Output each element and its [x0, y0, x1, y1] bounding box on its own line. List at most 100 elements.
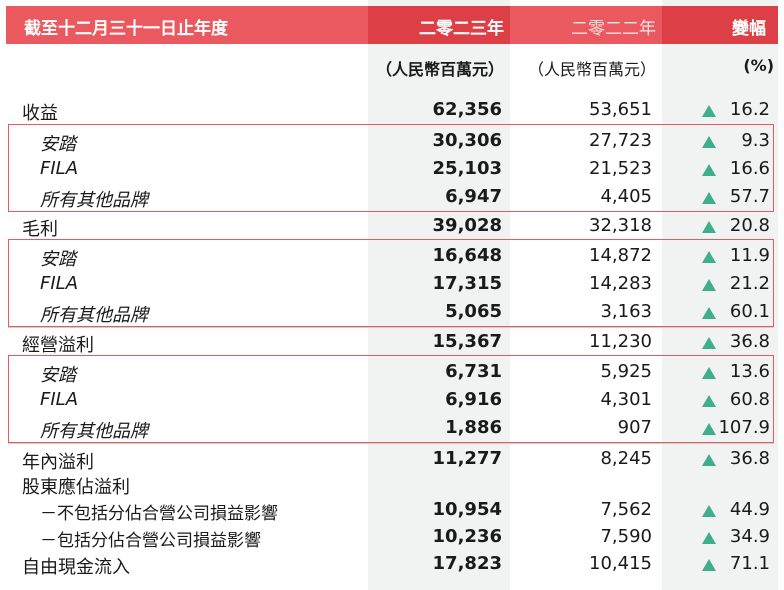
change-value: 16.2	[729, 99, 770, 120]
up-arrow-icon	[702, 532, 716, 544]
unit-change: (%)	[743, 56, 774, 75]
row-label: 自由現金流入	[22, 557, 130, 578]
table-row: 股東應佔溢利	[0, 470, 784, 498]
current-value: 39,028	[432, 215, 502, 236]
table-row: 所有其他品牌 1,886 907 107.9	[0, 414, 784, 442]
row-label: 年內溢利	[22, 452, 94, 473]
table-row: 年內溢利 11,277 8,245 36.8	[0, 445, 784, 473]
table-row: 安踏 16,648 14,872 11.9	[0, 242, 784, 270]
current-year-header-bg	[368, 6, 510, 44]
table-row: －不包括分佔合營公司損益影響 10,954 7,562 44.9	[0, 496, 784, 524]
row-label: FILA	[40, 273, 79, 294]
up-arrow-icon	[702, 221, 716, 233]
row-label: 安踏	[40, 249, 76, 270]
current-value: 6,731	[445, 361, 502, 382]
change-value: 11.9	[729, 245, 770, 266]
prior-value: 3,163	[600, 301, 652, 322]
row-label: 所有其他品牌	[40, 421, 148, 442]
table-row: FILA 17,315 14,283 21.2	[0, 270, 784, 298]
current-value: 62,356	[432, 99, 502, 120]
gross-profit-brand-box	[8, 239, 774, 327]
prior-value: 7,590	[600, 526, 652, 547]
prior-value: 14,283	[589, 273, 652, 294]
row-label: 安踏	[40, 134, 76, 155]
up-arrow-icon	[702, 105, 716, 117]
unit-current: （人民幣百萬元）	[375, 60, 504, 79]
up-arrow-icon	[702, 559, 716, 571]
revenue-brand-box	[8, 124, 774, 212]
up-arrow-icon	[702, 423, 716, 435]
prior-value: 27,723	[589, 130, 652, 151]
change-value: 57.7	[729, 186, 770, 207]
current-value: 25,103	[432, 158, 502, 179]
current-value: 30,306	[432, 130, 502, 151]
current-value: 15,367	[432, 331, 502, 352]
prior-value: 4,405	[600, 186, 652, 207]
row-label: FILA	[40, 389, 79, 410]
header-prior-year: 二零二二年	[571, 19, 656, 39]
row-label: 所有其他品牌	[40, 305, 148, 326]
prior-value: 10,415	[589, 553, 652, 574]
change-value: 20.8	[729, 215, 770, 236]
table-row: 自由現金流入 17,823 10,415 71.1	[0, 550, 784, 578]
change-value: 21.2	[729, 273, 770, 294]
row-label: －包括分佔合營公司損益影響	[40, 531, 261, 551]
up-arrow-icon	[702, 367, 716, 379]
row-divider	[8, 443, 774, 444]
up-arrow-icon	[702, 136, 716, 148]
up-arrow-icon	[702, 395, 716, 407]
operating-profit-brand-box	[8, 355, 774, 443]
up-arrow-icon	[702, 337, 716, 349]
table-row: 所有其他品牌 6,947 4,405 57.7	[0, 183, 784, 211]
header-current-year: 二零二三年	[419, 19, 504, 39]
current-value: 6,916	[445, 389, 502, 410]
table-row: 安踏 6,731 5,925 13.6	[0, 358, 784, 386]
change-value: 34.9	[729, 526, 770, 547]
change-value: 60.8	[729, 389, 770, 410]
current-value: 1,886	[445, 417, 502, 438]
up-arrow-icon	[702, 505, 716, 517]
table-row: 收益 62,356 53,651 16.2	[0, 96, 784, 124]
current-value: 17,315	[432, 273, 502, 294]
prior-value: 53,651	[589, 99, 652, 120]
prior-value: 4,301	[600, 389, 652, 410]
change-value: 13.6	[729, 361, 770, 382]
table-row: FILA 25,103 21,523 16.6	[0, 155, 784, 183]
current-value: 17,823	[432, 553, 502, 574]
current-year-column-bg	[368, 0, 510, 590]
prior-value: 8,245	[600, 448, 652, 469]
prior-value: 5,925	[600, 361, 652, 382]
row-label: 股東應佔溢利	[22, 477, 130, 498]
current-value: 11,277	[432, 448, 502, 469]
prior-value: 907	[617, 417, 652, 438]
table-header: 截至十二月三十一日止年度 二零二三年 二零二二年 變幅	[6, 6, 778, 44]
current-value: 10,954	[432, 499, 502, 520]
change-value: 9.3	[741, 130, 770, 151]
prior-value: 32,318	[589, 215, 652, 236]
current-value: 6,947	[445, 186, 502, 207]
prior-value: 7,562	[600, 499, 652, 520]
row-label: 所有其他品牌	[40, 190, 148, 211]
row-label: 經營溢利	[22, 335, 94, 356]
table-row: 安踏 30,306 27,723 9.3	[0, 127, 784, 155]
table-row: 所有其他品牌 5,065 3,163 60.1	[0, 298, 784, 326]
change-header-bg	[662, 6, 778, 44]
up-arrow-icon	[702, 307, 716, 319]
row-divider	[8, 327, 774, 328]
change-value: 107.9	[718, 417, 770, 438]
table-row: 經營溢利 15,367 11,230 36.8	[0, 328, 784, 356]
up-arrow-icon	[702, 164, 716, 176]
table-row: 毛利 39,028 32,318 20.8	[0, 212, 784, 240]
up-arrow-icon	[702, 251, 716, 263]
row-label: 收益	[22, 103, 58, 124]
current-value: 5,065	[445, 301, 502, 322]
table-row: －包括分佔合營公司損益影響 10,236 7,590 34.9	[0, 523, 784, 551]
table-row: FILA 6,916 4,301 60.8	[0, 386, 784, 414]
row-label: FILA	[40, 158, 79, 179]
change-value: 44.9	[729, 499, 770, 520]
unit-prior: （人民幣百萬元）	[527, 60, 656, 79]
change-value: 71.1	[729, 553, 770, 574]
change-value: 36.8	[729, 331, 770, 352]
row-label: 毛利	[22, 219, 58, 240]
